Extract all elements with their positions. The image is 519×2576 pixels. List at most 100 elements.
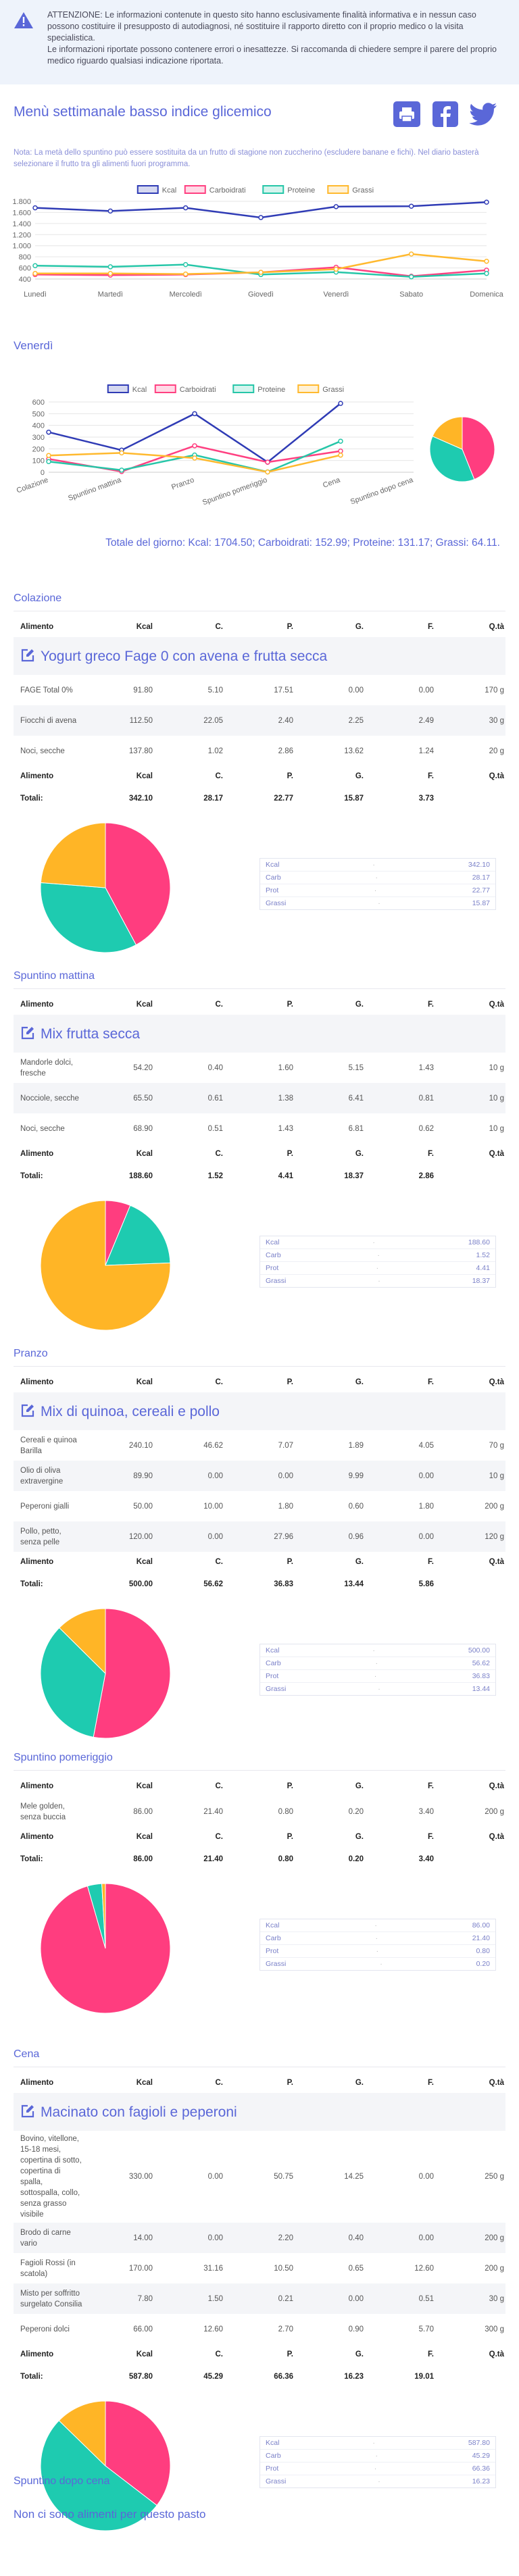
totals-cell: [435, 1164, 505, 1188]
food-cell: 0.60: [348, 1502, 364, 1511]
column-header: Kcal: [136, 1150, 153, 1158]
legend-row: Grassi · 15.87: [260, 897, 495, 909]
edit-icon-pencil: [26, 2104, 34, 2113]
food-cell: 0.00: [295, 2283, 365, 2314]
totals-row: Totali: 86.00 21.40 0.80 0.20 3.40: [14, 1847, 505, 1871]
column-header: C.: [215, 2350, 224, 2358]
food-cell: 170.00: [128, 2264, 153, 2273]
page-title: Menù settimanale basso indice glicemico: [14, 104, 272, 120]
column-header: Kcal: [136, 1378, 153, 1386]
legend-label: Kcal: [266, 2439, 280, 2447]
legend-dot: ·: [378, 1277, 380, 1285]
food-cell: 10.50: [274, 2264, 293, 2273]
food-cell: 4.05: [418, 1441, 434, 1450]
print-button[interactable]: [393, 101, 420, 127]
data-point: [107, 264, 114, 270]
food-cell: 14.00: [84, 2223, 154, 2253]
column-header: G.: [355, 1150, 364, 1158]
y-tick-label: 0: [41, 469, 45, 477]
food-cell: 120.00: [84, 1521, 154, 1552]
legend-row: Prot · 4.41: [260, 1262, 495, 1275]
recipe-cell: Yogurt greco Fage 0 con avena e frutta s…: [14, 637, 505, 675]
pie-slice: [429, 436, 475, 482]
data-point: [182, 271, 189, 277]
legend-label: Carb: [266, 1934, 281, 1942]
legend-label: Carboidrati: [180, 386, 216, 394]
table-header-row: Alimento Kcal C. P. G. F. Q.tà: [14, 2344, 505, 2365]
legend-value: 66.36: [472, 2465, 490, 2473]
x-tick-label: Giovedì: [248, 291, 274, 299]
legend-label: Kcal: [266, 1921, 280, 1929]
y-tick-label: 1.400: [12, 220, 31, 228]
food-cell: 137.80: [128, 747, 153, 755]
totals-cell: 66.36: [274, 2373, 293, 2381]
legend-value: 36.83: [472, 1672, 490, 1680]
warning-box: ATTENZIONE: Le informazioni contenute in…: [0, 0, 519, 84]
legend-row: Carb · 28.17: [260, 872, 495, 884]
food-cell: 120 g: [435, 1521, 505, 1552]
facebook-button[interactable]: [432, 101, 458, 127]
food-cell: Misto per soffritto surgelato Consilia: [14, 2283, 84, 2314]
legend-row: Kcal · 342.10: [260, 859, 495, 872]
food-cell: 89.90: [84, 1461, 154, 1491]
legend-label: Proteine: [257, 386, 285, 394]
meal-section: Spuntino pomeriggio Alimento Kcal C. P. G. F. Q…: [14, 1750, 505, 2016]
totals-cell: 3.73: [418, 794, 434, 803]
data-point: [107, 208, 114, 214]
legend-value: 342.10: [468, 861, 490, 869]
legend-value: 18.37: [472, 1277, 490, 1285]
meal-heading: Colazione: [14, 590, 505, 611]
table-header-row: Alimento Kcal C. P. G. F. Q.tà: [14, 617, 505, 637]
food-row: Peperoni gialli 50.00 10.00 1.80 0.60 1.80 200…: [14, 1491, 505, 1521]
legend-label: Kcal: [266, 861, 280, 869]
food-cell: Noci, secche: [20, 747, 65, 755]
legend-value: 4.41: [476, 1264, 490, 1272]
food-cell: 0.21: [224, 2283, 295, 2314]
data-point: [338, 438, 343, 444]
food-cell: 0.00: [365, 2223, 435, 2253]
column-header: F.: [428, 772, 434, 780]
pie-slice: [40, 882, 137, 953]
legend-dot: ·: [375, 874, 378, 882]
pie-slice: [105, 2400, 171, 2506]
recipe-cell: Macinato con fagioli e peperoni: [14, 2093, 505, 2131]
column-header: G.: [355, 1833, 364, 1841]
data-point: [107, 271, 114, 276]
column-header: P.: [287, 1001, 293, 1009]
food-cell: 0.00: [418, 2173, 434, 2181]
legend-dot: ·: [374, 2465, 377, 2473]
column-header: P.: [287, 1558, 293, 1566]
food-cell: 0.96: [295, 1521, 365, 1552]
recipe-row: Mix frutta secca: [14, 1015, 505, 1053]
column-header: Q.tà: [489, 623, 504, 631]
legend-dot: ·: [375, 1659, 378, 1667]
x-tick-label: Lunedì: [24, 291, 47, 299]
legend-label: Carb: [266, 874, 281, 882]
meal-section: Spuntino mattina Alimento Kcal C. P. G. F. Q.tà…: [14, 968, 505, 1333]
y-tick-label: 1.600: [12, 209, 31, 217]
legend-row: Prot · 0.80: [260, 1945, 495, 1958]
legend-label: Prot: [266, 886, 279, 894]
food-cell: 200 g: [485, 1807, 504, 1816]
day-chart: 0 100 200 300 400 500 600 Colazione Spuntino mat…: [16, 384, 495, 507]
edit-icon: [21, 649, 34, 661]
totals-row: Totali: 342.10 28.17 22.77 15.87 3.73: [14, 786, 505, 811]
legend-label: Carb: [266, 2452, 281, 2460]
food-cell: 240.10: [128, 1441, 153, 1450]
x-tick-label: Colazione: [16, 476, 49, 495]
data-point: [484, 271, 489, 276]
data-point: [192, 443, 197, 449]
legend-swatch: [184, 185, 206, 194]
edit-icon-pencil: [26, 1404, 34, 1412]
table-header-row: Alimento Kcal C. P. G. F. Q.tà: [14, 994, 505, 1015]
column-header: P.: [287, 772, 293, 780]
column-header: Alimento: [20, 1150, 54, 1158]
legend-dot: ·: [376, 1947, 379, 1955]
x-tick-label: Spuntino mattina: [67, 476, 123, 503]
twitter-button[interactable]: [469, 103, 497, 126]
edit-icon-frame: [21, 1404, 34, 1417]
food-cell: 12.60: [414, 2264, 434, 2273]
empty-message: Non ci sono alimenti per questo pasto: [14, 2508, 206, 2521]
pie-slice: [40, 2420, 157, 2531]
